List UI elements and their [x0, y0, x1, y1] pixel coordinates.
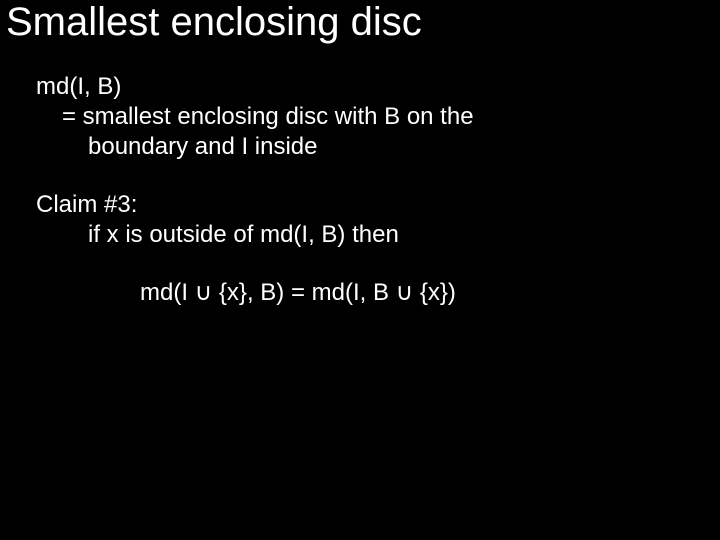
claim-equation: md(I ∪ {x}, B) = md(I, B ∪ {x})	[36, 278, 676, 308]
claim-premise: if x is outside of md(I, B) then	[36, 220, 676, 250]
slide-title: Smallest enclosing disc	[6, 0, 422, 45]
slide-body: md(I, B) = smallest enclosing disc with …	[36, 72, 676, 308]
spacer	[36, 162, 676, 190]
definition-line-2: = smallest enclosing disc with B on the	[36, 102, 676, 132]
eq-part-1: md(I	[140, 279, 195, 306]
union-symbol-1: ∪	[195, 279, 213, 306]
definition-line-1: md(I, B)	[36, 72, 676, 102]
eq-part-2: {x}, B) = md(I, B	[212, 279, 395, 306]
eq-part-3: {x})	[413, 279, 456, 306]
slide: Smallest enclosing disc md(I, B) = small…	[0, 0, 720, 540]
union-symbol-2: ∪	[396, 279, 414, 306]
claim-header: Claim #3:	[36, 190, 676, 220]
definition-line-3: boundary and I inside	[36, 132, 676, 162]
